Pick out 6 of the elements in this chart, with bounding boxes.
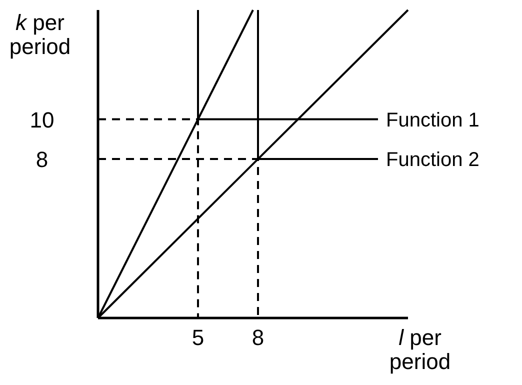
y-tick-label: 10 bbox=[30, 107, 54, 132]
series-label: Function 1 bbox=[386, 109, 480, 132]
y-axis-title: k per period bbox=[9, 10, 71, 59]
x-axis-title: l per period bbox=[389, 325, 451, 374]
x-tick-label: 5 bbox=[192, 325, 204, 350]
series-label: Function 2 bbox=[386, 149, 480, 172]
